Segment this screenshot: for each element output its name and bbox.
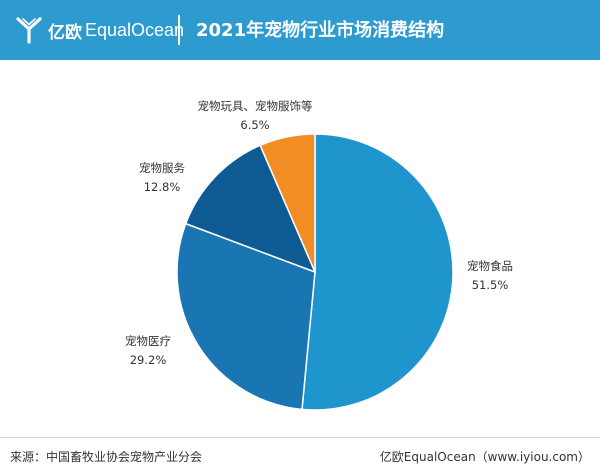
footer: 来源：中国畜牧业协会宠物产业分会 亿欧EqualOcean（www.iyiou.… — [0, 437, 600, 474]
slice-label-4: 宠物玩具、宠物服饰等 — [198, 99, 313, 113]
slice-label-2: 宠物医疗 — [125, 334, 171, 348]
slice-label-1: 宠物食品 — [467, 259, 513, 273]
equalocean-logo-icon — [16, 17, 42, 44]
header-bar: 亿欧 EqualOcean 2021年宠物行业市场消费结构 — [0, 0, 600, 60]
pie-chart: 宠物食品 51.5% 宠物医疗 29.2% 宠物服务 12.8% 宠物玩具、宠物服饰等 6.5… — [125, 99, 513, 411]
slice-value-label-1: 51.5% — [472, 278, 509, 292]
header-divider — [178, 15, 180, 45]
pie-slice-1 — [301, 133, 454, 411]
slice-value-label-4: 6.5% — [240, 118, 269, 132]
brand-name-cn: 亿欧 — [48, 22, 82, 43]
slice-value-label-3: 12.8% — [144, 180, 181, 194]
slice-label-3: 宠物服务 — [139, 161, 185, 175]
brand-name-en: EqualOcean — [85, 19, 185, 40]
pie-slice-4 — [259, 133, 316, 273]
pie-slice-2 — [176, 222, 316, 411]
brand: 亿欧 EqualOcean — [14, 14, 184, 46]
pie-slice-3 — [184, 144, 317, 274]
slice-value-label-2: 29.2% — [130, 353, 167, 367]
credit-text: 亿欧EqualOcean（www.iyiou.com） — [379, 450, 590, 464]
source-text: 来源：中国畜牧业协会宠物产业分会 — [10, 450, 203, 464]
chart-title: 2021年宠物行业市场消费结构 — [196, 20, 445, 41]
